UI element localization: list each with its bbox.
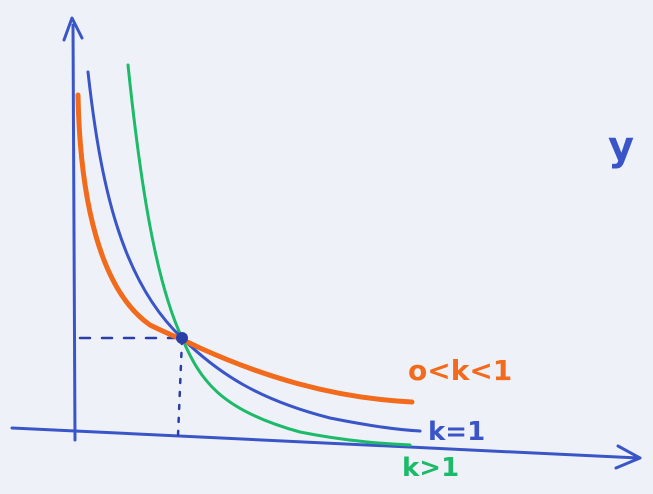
sketch: o<k<1 k=1 k>1 y — [0, 0, 653, 494]
label-green: k>1 — [402, 453, 459, 483]
side-text: y — [608, 124, 634, 170]
label-orange: o<k<1 — [408, 354, 512, 387]
label-blue: k=1 — [428, 417, 485, 447]
intersection-point — [176, 332, 188, 344]
